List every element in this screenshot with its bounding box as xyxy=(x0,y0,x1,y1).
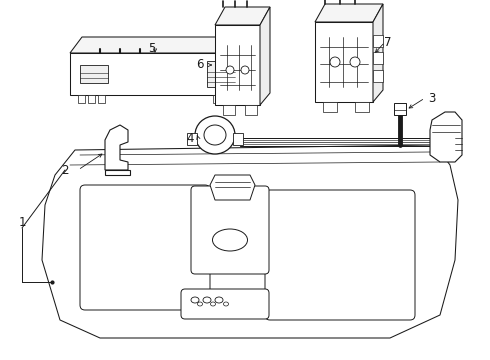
FancyBboxPatch shape xyxy=(191,186,269,274)
Ellipse shape xyxy=(213,229,247,251)
Ellipse shape xyxy=(197,302,202,306)
FancyBboxPatch shape xyxy=(181,289,269,319)
Polygon shape xyxy=(105,125,128,170)
Bar xyxy=(215,25,260,105)
Bar xyxy=(355,102,369,112)
Ellipse shape xyxy=(195,116,235,154)
Bar xyxy=(70,53,245,95)
Polygon shape xyxy=(210,175,255,200)
Bar xyxy=(233,133,243,145)
Ellipse shape xyxy=(223,302,228,306)
Polygon shape xyxy=(373,4,383,102)
Polygon shape xyxy=(245,37,257,95)
Text: 3: 3 xyxy=(428,91,436,104)
Bar xyxy=(80,65,108,83)
Text: 2: 2 xyxy=(61,163,69,176)
Bar xyxy=(373,52,383,64)
FancyBboxPatch shape xyxy=(265,190,415,320)
Bar xyxy=(223,95,230,103)
Bar xyxy=(78,95,85,103)
FancyBboxPatch shape xyxy=(80,185,210,310)
Ellipse shape xyxy=(330,57,340,67)
Ellipse shape xyxy=(241,66,249,74)
Ellipse shape xyxy=(211,302,216,306)
Ellipse shape xyxy=(226,66,234,74)
Bar xyxy=(233,95,240,103)
Ellipse shape xyxy=(215,297,223,303)
Bar xyxy=(240,139,430,145)
Bar xyxy=(223,105,235,115)
Text: 6: 6 xyxy=(196,58,204,72)
Bar xyxy=(207,61,235,87)
Bar xyxy=(315,22,373,102)
Bar xyxy=(323,102,337,112)
Ellipse shape xyxy=(191,297,199,303)
Text: 1: 1 xyxy=(18,216,26,229)
Bar xyxy=(98,95,105,103)
Bar xyxy=(88,95,95,103)
Polygon shape xyxy=(315,4,383,22)
Polygon shape xyxy=(215,7,270,25)
Polygon shape xyxy=(105,170,130,175)
Polygon shape xyxy=(430,112,462,162)
Ellipse shape xyxy=(350,57,360,67)
Text: 7: 7 xyxy=(384,36,392,49)
Bar xyxy=(394,103,406,115)
Text: 4: 4 xyxy=(186,131,194,144)
Bar xyxy=(373,35,383,47)
Text: 5: 5 xyxy=(148,41,156,54)
Polygon shape xyxy=(70,37,257,53)
Polygon shape xyxy=(42,145,458,338)
Bar xyxy=(373,70,383,82)
Bar xyxy=(187,133,197,145)
Bar xyxy=(245,105,257,115)
Polygon shape xyxy=(260,7,270,105)
Ellipse shape xyxy=(204,125,226,145)
Ellipse shape xyxy=(203,297,211,303)
Bar xyxy=(213,95,220,103)
